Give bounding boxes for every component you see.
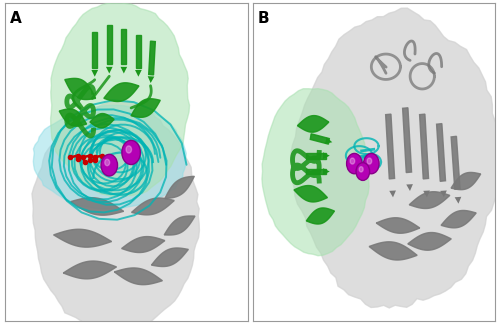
Circle shape	[104, 159, 110, 166]
Polygon shape	[164, 216, 195, 235]
Polygon shape	[64, 261, 116, 279]
Polygon shape	[131, 99, 160, 117]
Polygon shape	[32, 100, 200, 324]
Polygon shape	[408, 233, 452, 250]
Polygon shape	[136, 35, 141, 68]
Polygon shape	[409, 192, 450, 209]
Text: A: A	[10, 11, 22, 26]
Polygon shape	[132, 198, 174, 215]
Polygon shape	[54, 229, 112, 247]
Polygon shape	[310, 134, 330, 144]
Polygon shape	[165, 176, 194, 199]
Circle shape	[359, 167, 363, 172]
Polygon shape	[291, 8, 500, 308]
Circle shape	[364, 154, 379, 174]
Polygon shape	[451, 136, 460, 189]
Polygon shape	[92, 32, 97, 67]
Polygon shape	[34, 105, 186, 209]
Circle shape	[350, 158, 354, 164]
Circle shape	[126, 146, 132, 153]
Polygon shape	[436, 124, 446, 181]
Polygon shape	[376, 218, 420, 233]
Polygon shape	[306, 169, 326, 174]
Circle shape	[346, 154, 362, 174]
Polygon shape	[148, 41, 156, 75]
Text: B: B	[258, 11, 269, 26]
Polygon shape	[420, 114, 428, 179]
Polygon shape	[70, 198, 124, 215]
Circle shape	[122, 140, 141, 165]
Polygon shape	[294, 186, 328, 202]
Polygon shape	[65, 78, 96, 99]
Polygon shape	[114, 268, 162, 285]
Circle shape	[367, 158, 372, 164]
Polygon shape	[122, 237, 165, 252]
Polygon shape	[306, 208, 334, 224]
Polygon shape	[451, 172, 480, 190]
Circle shape	[356, 163, 370, 180]
Polygon shape	[369, 242, 417, 260]
Polygon shape	[306, 153, 326, 158]
Polygon shape	[298, 116, 329, 132]
Polygon shape	[386, 114, 394, 179]
Polygon shape	[152, 248, 188, 267]
Polygon shape	[107, 26, 112, 64]
Polygon shape	[90, 113, 114, 128]
Polygon shape	[122, 29, 126, 64]
Polygon shape	[104, 83, 139, 101]
Polygon shape	[402, 108, 411, 173]
Polygon shape	[262, 89, 369, 256]
Polygon shape	[441, 211, 476, 228]
Circle shape	[101, 154, 117, 176]
Polygon shape	[59, 109, 86, 126]
Polygon shape	[50, 3, 190, 196]
